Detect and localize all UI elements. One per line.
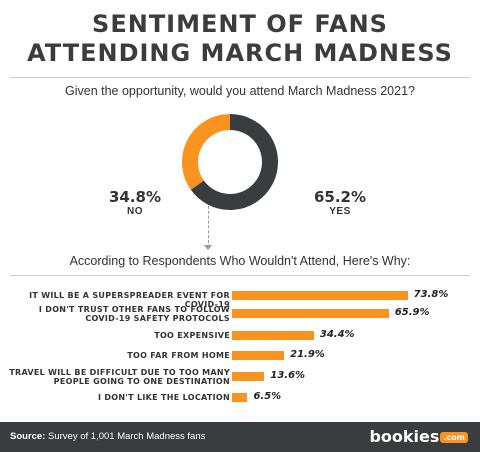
bar-4 xyxy=(232,351,285,360)
divider-middle xyxy=(10,275,470,276)
bar-value-5: 13.6% xyxy=(270,370,306,381)
reasons-heading: According to Respondents Who Wouldn't At… xyxy=(69,254,411,268)
connector-arrow-icon xyxy=(204,245,212,250)
bar-label-line: TRAVEL WILL BE DIFFICULT DUE TO TOO MANY xyxy=(9,367,230,377)
bar-6 xyxy=(232,393,248,402)
title-line-2: ATTENDING MARCH MADNESS xyxy=(27,39,453,67)
logo-text: bookies xyxy=(369,427,440,446)
bar-label-3: TOO EXPENSIVE xyxy=(0,331,230,340)
bar-value-4: 21.9% xyxy=(290,349,325,360)
bar-label-line: PEOPLE GOING TO ONE DESTINATION xyxy=(53,376,230,386)
bar-label-line: TOO FAR FROM HOME xyxy=(127,351,230,360)
footer: Source: Survey of 1,001 March Madness fa… xyxy=(0,422,480,452)
bar-value-1: 73.8% xyxy=(413,289,449,300)
logo-suffix: .com xyxy=(440,432,468,443)
no-percent: 34.8% xyxy=(108,188,162,206)
bar-value-2: 65.9% xyxy=(394,307,430,318)
bar-label-line: IT WILL BE A SUPERSPREADER EVENT FOR COV… xyxy=(29,291,230,309)
bar-1 xyxy=(232,291,408,300)
title-line-1: SENTIMENT OF FANS xyxy=(92,10,388,38)
bar-3 xyxy=(232,331,314,340)
bar-label-1: IT WILL BE A SUPERSPREADER EVENT FOR COV… xyxy=(0,291,230,309)
no-label: NO xyxy=(127,206,143,217)
yes-percent: 65.2% xyxy=(313,188,367,206)
bar-5 xyxy=(232,372,265,381)
bar-label-2: I DON'T TRUST OTHER FANS TO FOLLOW COVID-… xyxy=(0,305,230,323)
bar-label-line: I DON'T LIKE THE LOCATION xyxy=(98,393,230,402)
bar-label-4: TOO FAR FROM HOME xyxy=(0,351,230,360)
bar-value-6: 6.5% xyxy=(253,391,282,402)
bar-label-6: I DON'T LIKE THE LOCATION xyxy=(0,393,230,402)
connector-line xyxy=(208,206,209,248)
yes-label: YES xyxy=(329,206,351,217)
bar-label-line: COVID-19 SAFETY PROTOCOLS xyxy=(85,313,230,323)
bar-2 xyxy=(232,309,389,318)
question-text: Given the opportunity, would you attend … xyxy=(65,84,415,98)
bookies-logo: bookies .com xyxy=(369,427,468,446)
donut-slice-no xyxy=(182,114,231,190)
source-text: Survey of 1,001 March Madness fans xyxy=(45,431,206,442)
bar-label-line: I DON'T TRUST OTHER FANS TO FOLLOW xyxy=(38,304,230,314)
donut-slice-yes xyxy=(190,114,278,210)
bar-value-3: 34.4% xyxy=(319,329,355,340)
donut-chart xyxy=(182,114,278,210)
bar-label-5: TRAVEL WILL BE DIFFICULT DUE TO TOO MANY… xyxy=(0,368,230,386)
source-label: Source: xyxy=(10,431,46,442)
bar-label-line: TOO EXPENSIVE xyxy=(154,331,230,340)
source-note: Source: Survey of 1,001 March Madness fa… xyxy=(10,431,205,442)
page-title: SENTIMENT OF FANS ATTENDING MARCH MADNES… xyxy=(0,10,480,68)
divider-top xyxy=(10,77,470,78)
